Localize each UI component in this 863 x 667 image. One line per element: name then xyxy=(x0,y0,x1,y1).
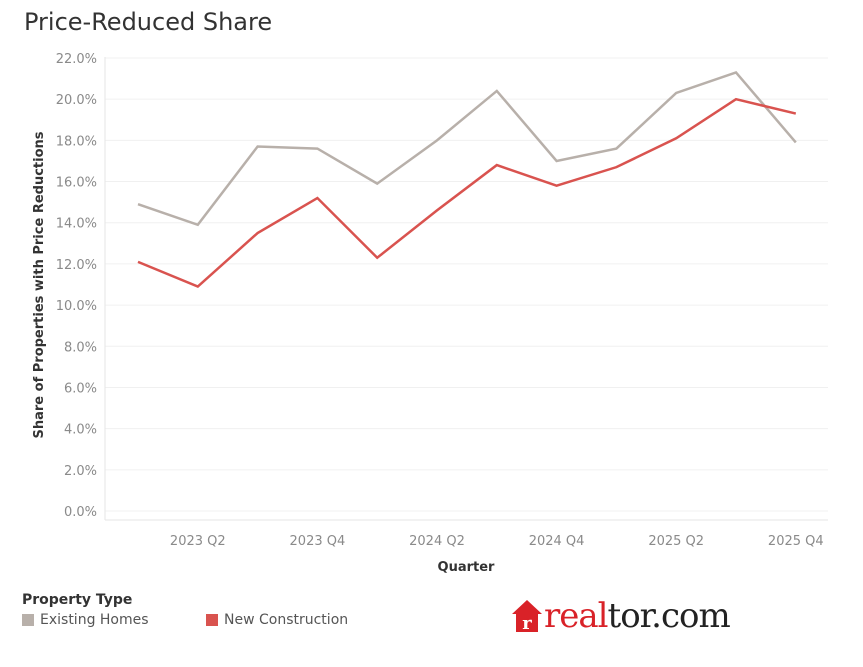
y-tick-label: 20.0% xyxy=(56,93,97,108)
chart-title: Price-Reduced Share xyxy=(24,8,273,36)
house-r-icon: r xyxy=(512,600,542,634)
y-tick-label: 2.0% xyxy=(64,464,97,479)
x-tick-label: 2024 Q2 xyxy=(409,534,465,549)
x-tick-label: 2025 Q4 xyxy=(768,534,824,549)
logo-text-dark: tor.com xyxy=(607,596,731,636)
legend-label-new-construction: New Construction xyxy=(224,612,349,628)
y-tick-label: 16.0% xyxy=(56,176,97,191)
svg-text:r: r xyxy=(522,613,532,634)
x-tick-label: 2023 Q4 xyxy=(290,534,346,549)
y-tick-label: 14.0% xyxy=(56,217,97,232)
series-line-new-construction xyxy=(137,97,797,289)
y-tick-label: 6.0% xyxy=(64,381,97,396)
series-line-existing-homes xyxy=(137,70,797,227)
legend-swatch-new-construction xyxy=(206,614,218,626)
x-tick-label: 2024 Q4 xyxy=(529,534,585,549)
realtor-logo: r real tor.com xyxy=(510,596,731,636)
y-axis-title: Share of Properties with Price Reduction… xyxy=(32,131,47,438)
legend-item-existing-homes[interactable]: Existing Homes xyxy=(22,612,149,628)
y-tick-label: 18.0% xyxy=(56,134,97,149)
logo-text-red: real xyxy=(544,596,609,636)
legend-item-new-construction[interactable]: New Construction xyxy=(206,612,348,628)
legend-swatch-existing-homes xyxy=(22,614,34,626)
legend-title: Property Type xyxy=(22,592,133,608)
y-tick-label: 10.0% xyxy=(56,299,97,314)
y-tick-label: 12.0% xyxy=(56,258,97,273)
x-axis-title: Quarter xyxy=(438,560,496,575)
x-tick-label: 2025 Q2 xyxy=(648,534,704,549)
line-chart: 0.0% 2.0% 4.0% 6.0% 8.0% 10.0% 12.0% 14.0% 16.0%… xyxy=(32,52,828,575)
y-tick-label: 8.0% xyxy=(64,340,97,355)
y-tick-label: 4.0% xyxy=(64,423,97,438)
y-tick-label: 0.0% xyxy=(64,505,97,520)
y-tick-label: 22.0% xyxy=(56,52,97,67)
x-tick-label: 2023 Q2 xyxy=(170,534,226,549)
legend-label-existing-homes: Existing Homes xyxy=(40,612,149,628)
